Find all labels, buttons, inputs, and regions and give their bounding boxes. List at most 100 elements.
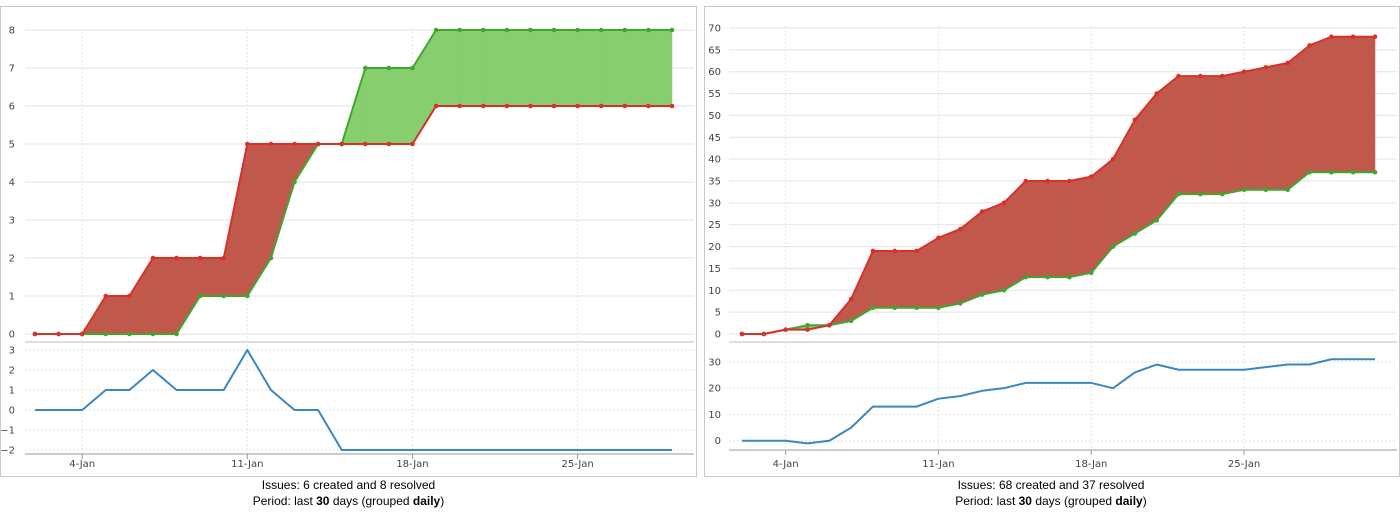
created-point[interactable] (1285, 60, 1290, 66)
created-point[interactable] (1198, 73, 1203, 79)
created-point[interactable] (1067, 178, 1072, 184)
created-point[interactable] (1176, 73, 1181, 79)
resolved-point[interactable] (979, 292, 985, 297)
created-point[interactable] (79, 331, 85, 337)
resolved-point[interactable] (1329, 169, 1334, 175)
created-point[interactable] (339, 141, 345, 147)
created-point[interactable] (197, 255, 203, 261)
created-point[interactable] (32, 331, 38, 337)
resolved-point[interactable] (268, 255, 274, 261)
created-point[interactable] (1001, 200, 1007, 206)
created-point[interactable] (669, 103, 675, 109)
resolved-point[interactable] (1219, 191, 1225, 197)
created-point[interactable] (386, 141, 392, 147)
created-point[interactable] (56, 331, 61, 337)
resolved-point[interactable] (575, 27, 580, 33)
resolved-point[interactable] (1176, 191, 1181, 197)
created-point[interactable] (1241, 69, 1247, 75)
resolved-point[interactable] (1241, 187, 1247, 193)
created-point[interactable] (551, 103, 557, 109)
created-point[interactable] (805, 327, 810, 332)
resolved-point[interactable] (1307, 169, 1312, 175)
resolved-point[interactable] (805, 322, 810, 328)
created-point[interactable] (457, 103, 462, 109)
created-point[interactable] (1219, 73, 1225, 79)
created-point[interactable] (1372, 34, 1378, 40)
resolved-point[interactable] (362, 65, 368, 71)
resolved-point[interactable] (433, 27, 439, 33)
resolved-point[interactable] (1198, 191, 1203, 197)
created-point[interactable] (979, 209, 985, 214)
created-point[interactable] (127, 293, 132, 299)
resolved-point[interactable] (410, 65, 415, 71)
resolved-point[interactable] (103, 331, 109, 337)
created-point[interactable] (480, 103, 486, 109)
created-point[interactable] (1154, 91, 1160, 96)
created-point[interactable] (1110, 156, 1116, 162)
created-point[interactable] (245, 141, 250, 147)
resolved-point[interactable] (551, 27, 557, 33)
created-point[interactable] (1045, 178, 1050, 184)
created-point[interactable] (1023, 178, 1029, 184)
created-point[interactable] (783, 327, 788, 332)
created-point[interactable] (315, 141, 321, 147)
created-point[interactable] (1088, 174, 1094, 179)
resolved-point[interactable] (914, 305, 919, 311)
created-point[interactable] (504, 103, 510, 109)
resolved-point[interactable] (1285, 187, 1290, 193)
resolved-point[interactable] (1110, 244, 1116, 249)
created-point[interactable] (646, 103, 651, 109)
created-point[interactable] (761, 331, 767, 337)
resolved-point[interactable] (848, 318, 854, 324)
resolved-point[interactable] (1263, 187, 1269, 193)
resolved-point[interactable] (504, 27, 510, 33)
created-point[interactable] (892, 248, 898, 254)
resolved-point[interactable] (957, 301, 963, 306)
resolved-point[interactable] (669, 27, 675, 33)
resolved-point[interactable] (598, 27, 604, 33)
created-point[interactable] (1350, 34, 1356, 40)
created-point[interactable] (936, 235, 941, 241)
created-point[interactable] (598, 103, 604, 109)
created-point[interactable] (575, 103, 580, 109)
created-point[interactable] (103, 293, 109, 299)
resolved-point[interactable] (480, 27, 486, 33)
resolved-point[interactable] (622, 27, 628, 33)
resolved-point[interactable] (150, 331, 156, 337)
resolved-point[interactable] (870, 305, 876, 311)
resolved-point[interactable] (1001, 287, 1007, 293)
resolved-point[interactable] (646, 27, 651, 33)
resolved-point[interactable] (292, 179, 297, 185)
resolved-point[interactable] (1350, 169, 1356, 175)
resolved-point[interactable] (174, 331, 179, 337)
created-point[interactable] (1263, 65, 1269, 70)
created-point[interactable] (268, 141, 274, 147)
resolved-point[interactable] (245, 293, 250, 299)
created-point[interactable] (870, 248, 876, 254)
created-point[interactable] (292, 141, 297, 147)
resolved-point[interactable] (221, 293, 227, 299)
resolved-point[interactable] (528, 27, 533, 33)
resolved-point[interactable] (892, 305, 898, 311)
resolved-point[interactable] (936, 305, 941, 311)
created-point[interactable] (914, 248, 919, 254)
created-point[interactable] (150, 255, 156, 261)
created-point[interactable] (827, 322, 832, 328)
created-point[interactable] (848, 296, 854, 302)
resolved-point[interactable] (127, 331, 132, 337)
created-point[interactable] (362, 141, 368, 147)
created-point[interactable] (410, 141, 415, 147)
resolved-point[interactable] (1372, 169, 1378, 175)
resolved-point[interactable] (1045, 274, 1050, 280)
created-point[interactable] (1132, 117, 1138, 123)
resolved-point[interactable] (1132, 231, 1138, 236)
resolved-point[interactable] (1067, 274, 1072, 280)
created-point[interactable] (739, 331, 745, 337)
created-point[interactable] (433, 103, 439, 109)
resolved-point[interactable] (197, 293, 203, 299)
created-point[interactable] (528, 103, 533, 109)
created-point[interactable] (957, 226, 963, 232)
resolved-point[interactable] (1088, 270, 1094, 276)
created-point[interactable] (1307, 43, 1312, 48)
created-point[interactable] (221, 255, 227, 261)
